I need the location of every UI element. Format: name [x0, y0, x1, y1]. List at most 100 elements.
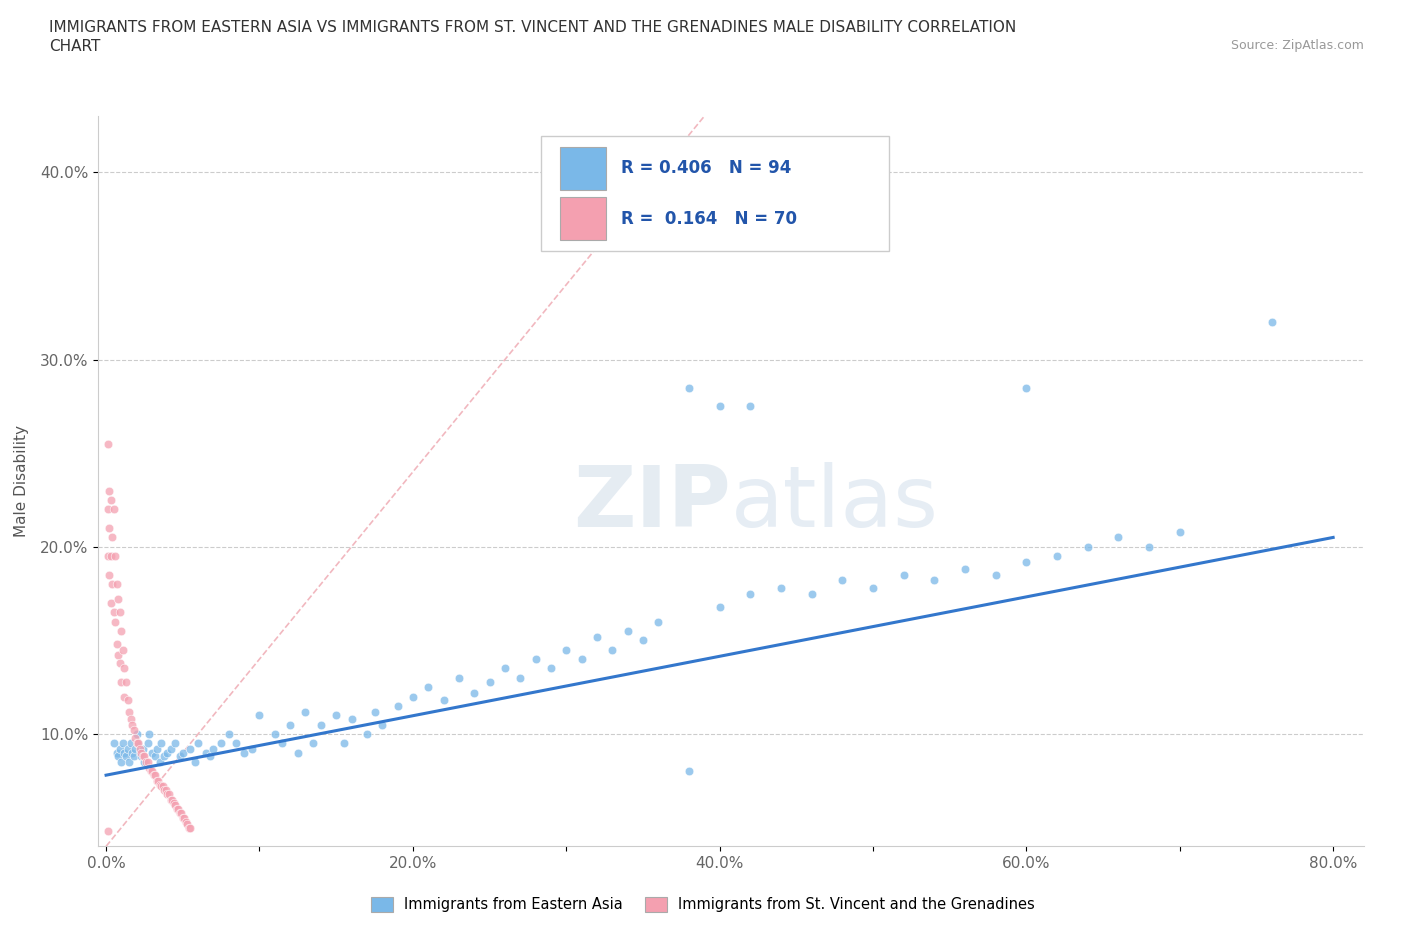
Point [149, 754, 172, 769]
Point [136, 736, 159, 751]
Point [103, 604, 125, 619]
Point [98, 567, 121, 582]
Point [166, 802, 188, 817]
Point [97, 549, 120, 564]
Text: IMMIGRANTS FROM EASTERN ASIA VS IMMIGRANTS FROM ST. VINCENT AND THE GRENADINES M: IMMIGRANTS FROM EASTERN ASIA VS IMMIGRAN… [49, 20, 1017, 35]
Point [179, 820, 201, 835]
Point [152, 779, 174, 794]
Point [162, 796, 184, 811]
Point [678, 764, 700, 778]
Point [141, 745, 163, 760]
Point [953, 562, 976, 577]
Point [150, 779, 173, 794]
Point [125, 736, 148, 751]
Point [165, 736, 187, 751]
Point [128, 745, 150, 760]
Point [1261, 314, 1284, 329]
Point [107, 749, 129, 764]
Point [179, 741, 201, 756]
Point [194, 745, 217, 760]
Point [555, 643, 578, 658]
Point [524, 652, 547, 667]
Point [136, 754, 159, 769]
Point [143, 768, 166, 783]
Point [121, 717, 143, 732]
Point [153, 749, 176, 764]
Point [103, 736, 125, 751]
Point [616, 624, 638, 639]
Point [118, 704, 141, 719]
Point [142, 768, 165, 783]
Point [177, 820, 200, 835]
Point [134, 754, 156, 769]
Point [159, 741, 181, 756]
Point [114, 661, 136, 676]
Point [165, 798, 187, 813]
Point [249, 708, 271, 723]
Point [103, 502, 125, 517]
Point [135, 754, 157, 769]
Point [600, 643, 623, 658]
Point [169, 749, 191, 764]
Text: R =  0.164   N = 70: R = 0.164 N = 70 [621, 209, 797, 228]
Point [145, 774, 167, 789]
Point [121, 745, 143, 760]
Point [924, 573, 946, 588]
Point [769, 580, 792, 595]
Point [586, 630, 609, 644]
Point [127, 736, 149, 751]
Point [100, 493, 122, 508]
Point [200, 749, 222, 764]
Point [294, 704, 316, 719]
Point [115, 674, 138, 689]
Point [120, 711, 142, 726]
Point [108, 656, 131, 671]
Point [447, 671, 470, 685]
Point [172, 745, 194, 760]
Point [173, 811, 195, 826]
Point [153, 783, 176, 798]
Point [1015, 554, 1038, 569]
Point [111, 736, 134, 751]
Point [209, 736, 232, 751]
Point [478, 674, 501, 689]
Point [115, 749, 138, 764]
Point [678, 380, 700, 395]
Point [631, 633, 654, 648]
Point [104, 614, 127, 629]
Point [134, 749, 156, 764]
Point [432, 693, 454, 708]
Point [387, 698, 409, 713]
Point [120, 736, 142, 751]
Point [709, 599, 731, 614]
Point [240, 741, 263, 756]
Point [101, 530, 124, 545]
Point [309, 717, 332, 732]
Point [122, 749, 145, 764]
Point [97, 436, 120, 451]
Point [138, 760, 160, 775]
Point [105, 637, 128, 652]
Point [110, 674, 132, 689]
Point [104, 549, 127, 564]
Point [333, 736, 356, 751]
FancyBboxPatch shape [560, 197, 606, 241]
Point [114, 689, 136, 704]
Point [571, 652, 593, 667]
Point [1046, 549, 1069, 564]
Point [463, 685, 485, 700]
Point [278, 717, 301, 732]
Point [402, 689, 425, 704]
Point [101, 577, 124, 591]
Point [233, 745, 256, 760]
Point [187, 736, 209, 751]
Point [800, 586, 823, 601]
Point [111, 643, 134, 658]
Point [131, 745, 153, 760]
Point [105, 577, 128, 591]
Point [740, 586, 762, 601]
Point [363, 704, 385, 719]
Point [184, 754, 207, 769]
Legend: Immigrants from Eastern Asia, Immigrants from St. Vincent and the Grenadines: Immigrants from Eastern Asia, Immigrants… [366, 891, 1040, 918]
Text: CHART: CHART [49, 39, 101, 54]
